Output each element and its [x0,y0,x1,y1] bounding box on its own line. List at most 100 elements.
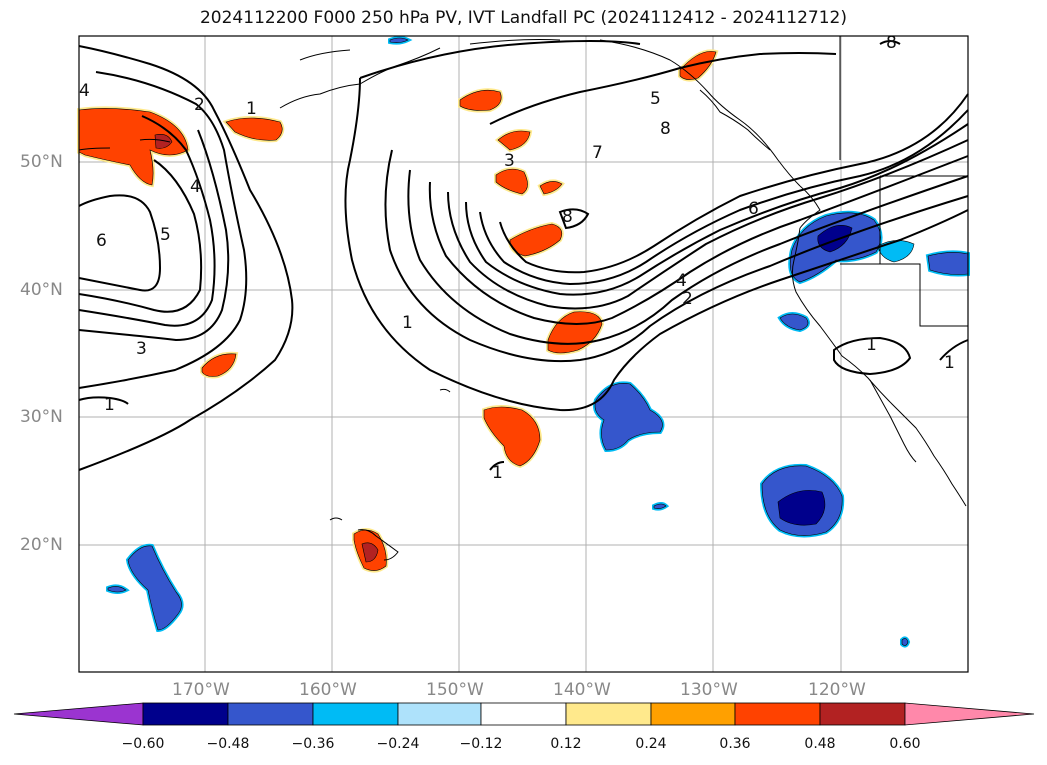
contour-label-4-left-top: 4 [79,81,90,101]
contour-4-east [428,155,969,325]
contour-4 [78,115,216,327]
coast-hawaii [329,388,451,561]
shade-neg-cal [779,313,809,331]
colorbar-cell [650,702,736,726]
contour-label-1-mid: 1 [402,313,413,333]
contour-label-8-east: 8 [562,207,573,227]
colorbar-extend-low [13,702,144,726]
map-border [78,35,969,673]
contour-8 [499,93,969,274]
contour-label-1-west-top: 1 [246,99,257,119]
contour-label-5-alaska: 5 [650,89,661,109]
contour-2 [78,71,248,389]
contour-label-2-west: 2 [194,95,205,115]
colorbar-cell [565,702,652,726]
contour-2-east [384,149,969,363]
colorbar-cell [734,702,821,726]
shade-pos-hawaii-north [483,406,541,467]
colorbar-cell [397,702,482,726]
lon-label-120w: 120°W [808,680,866,700]
shade-pos-aleutian [225,117,283,141]
colorbar-extend-high [904,702,1035,726]
page-title: 2024112200 F000 250 hPa PV, IVT Landfall… [199,8,847,28]
lon-label-130w: 130°W [680,680,738,700]
colorbar-tick-label: −0.24 [376,736,420,752]
colorbar-tick-label: 0.12 [550,736,582,752]
shade-neg-dot-1 [653,503,667,509]
colorbar-tick-label: −0.60 [121,736,165,752]
shade-neg-top [389,37,409,43]
contour-label-3-east: 3 [504,151,515,171]
shade-pos-sw [201,353,237,377]
contour-7 [479,109,969,286]
lon-label-160w: 160°W [299,680,357,700]
shade-pos-small-1 [497,130,531,151]
lat-label-30n: 30°N [20,407,63,427]
contour-label-2-east: 2 [682,289,693,309]
lon-label-150w: 150°W [426,680,484,700]
positive-pc-shading [77,49,719,573]
shade-neg-baja-core [777,490,826,526]
coast-inland-border [839,36,968,327]
colorbar-tick-label: 0.48 [804,736,836,752]
shade-neg-sw-small [107,586,127,593]
contour-label-1-land: 1 [866,335,877,355]
contour-5-east [447,139,969,310]
coast-west-us [791,227,967,507]
contour-label-4-east: 4 [676,271,687,291]
contour-label-6-east: 6 [748,199,759,219]
shade-neg-pacific [594,383,663,451]
contour-1-west-bottom [78,396,129,405]
contour-label-6-west: 6 [96,231,107,251]
contour-label-4-west: 4 [190,177,201,197]
shade-pos-west [78,108,189,186]
lat-label-20n: 20°N [20,535,63,555]
colorbar-tick-label: 0.60 [889,736,921,752]
colorbar-tick-label: −0.48 [206,736,250,752]
colorbar-tick-label: −0.36 [291,736,335,752]
contour-label-1-right: 1 [944,353,955,373]
colorbar-tick-label: 0.36 [719,736,751,752]
contour-1-east [344,77,969,412]
colorbar [13,702,1035,726]
contour-3 [78,129,230,342]
coast-west-edge [78,138,171,151]
contour-label-8-alaska: 8 [660,119,671,139]
contour-6-east [465,123,969,296]
contour-8-small [558,208,590,230]
contour-1-loop [359,40,641,79]
negative-pc-shading [106,36,970,648]
contour-8-topright [879,40,901,45]
contour-5 [78,159,203,313]
contour-label-1-west: 1 [104,395,115,415]
contour-label-5-west: 5 [160,225,171,245]
pv-contours [78,40,969,471]
contour-1-right [939,339,969,361]
graticule [79,36,968,672]
shade-pos-small-2 [495,168,528,195]
lat-label-50n: 50°N [20,152,63,172]
contour-5-alaska [489,52,837,125]
colorbar-cell [227,702,314,726]
coast-bc [699,89,821,229]
shade-neg-east-edge [927,252,969,275]
contour-3-east [407,169,969,345]
shade-pos-small-3 [539,181,563,195]
colorbar-cell [819,702,906,726]
contour-1-land [833,336,912,376]
shade-pos-hawaii-core [361,542,379,563]
contour-label-8-topright: 8 [886,33,897,53]
shade-neg-dot-2 [901,638,909,646]
lat-label-40n: 40°N [20,280,63,300]
contour-6-west [78,194,162,292]
colorbar-cell [142,702,229,726]
colorbar-tick-label: 0.24 [635,736,667,752]
colorbar-tick-label: −0.12 [459,736,503,752]
contour-label-1-south: 1 [492,463,503,483]
coast-baja [869,379,917,463]
shade-pos-gulf-north [459,89,502,111]
shade-pos-alaska-se [679,51,717,80]
contour-label-7-east: 7 [592,143,603,163]
lon-label-140w: 140°W [553,680,611,700]
